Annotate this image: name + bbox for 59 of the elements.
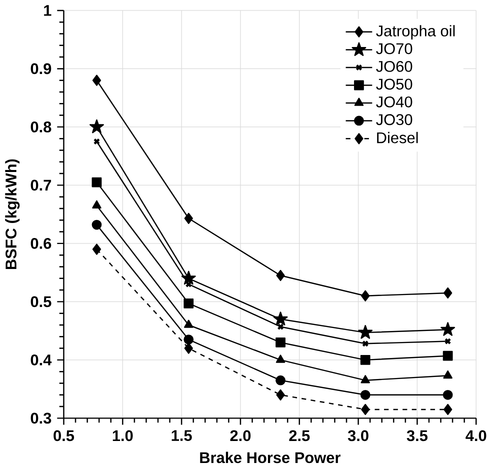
legend-label: JO70 xyxy=(376,43,412,54)
point xyxy=(276,270,285,281)
point xyxy=(92,244,102,255)
legend-label: JO30 xyxy=(376,114,412,125)
x-tick-label: 1.5 xyxy=(172,430,192,441)
y-tick-label: 0.3 xyxy=(30,412,52,424)
legend-label: JO40 xyxy=(376,96,412,108)
point xyxy=(93,138,100,145)
point xyxy=(92,74,102,86)
x-tick-label: 2.0 xyxy=(230,430,251,442)
x-axis-title: Brake Horse Power xyxy=(200,452,340,463)
point xyxy=(273,311,288,326)
point xyxy=(442,350,453,361)
point xyxy=(444,404,452,415)
x-tick-label: 3.5 xyxy=(406,430,428,442)
point xyxy=(276,389,285,400)
point xyxy=(184,334,194,344)
legend-label: Diesel xyxy=(377,132,418,144)
y-tick-label: 0.9 xyxy=(30,63,52,74)
point xyxy=(444,287,452,298)
point xyxy=(276,354,286,363)
x-tick-label: 2.5 xyxy=(289,430,310,442)
point xyxy=(361,404,370,415)
point xyxy=(184,342,193,354)
x-tick-label: 3.0 xyxy=(348,430,368,442)
point xyxy=(277,323,284,330)
point xyxy=(92,200,102,208)
point xyxy=(443,370,452,378)
y-tick-label: 0.6 xyxy=(30,238,52,249)
x-tick-label: 0.5 xyxy=(54,430,74,442)
point xyxy=(184,298,194,308)
point xyxy=(360,390,370,400)
y-axis-title: BSFC (kg/kWh) xyxy=(5,159,20,269)
point xyxy=(276,375,286,386)
point xyxy=(184,212,193,224)
point xyxy=(181,270,196,284)
point xyxy=(90,119,104,134)
point xyxy=(276,337,286,348)
point xyxy=(440,322,456,336)
legend-label: Jatropha oil xyxy=(376,24,455,40)
y-tick-label: 0.5 xyxy=(30,296,52,308)
y-tick-label: 1 xyxy=(44,4,52,16)
y-tick-label: 0.4 xyxy=(30,354,52,366)
y-tick-label: 0.7 xyxy=(30,180,52,191)
point xyxy=(92,177,102,188)
point xyxy=(360,354,370,365)
legend-label: JO60 xyxy=(376,60,412,72)
point xyxy=(362,340,369,347)
point xyxy=(442,390,453,400)
point xyxy=(92,220,102,230)
point xyxy=(184,320,194,328)
point xyxy=(361,290,370,302)
y-tick-label: 0.8 xyxy=(30,121,52,132)
x-tick-label: 4.0 xyxy=(466,430,486,442)
point xyxy=(358,324,373,339)
point xyxy=(444,338,452,344)
legend-label: JO50 xyxy=(376,78,412,90)
point xyxy=(360,374,370,384)
x-tick-label: 1.0 xyxy=(112,430,133,442)
